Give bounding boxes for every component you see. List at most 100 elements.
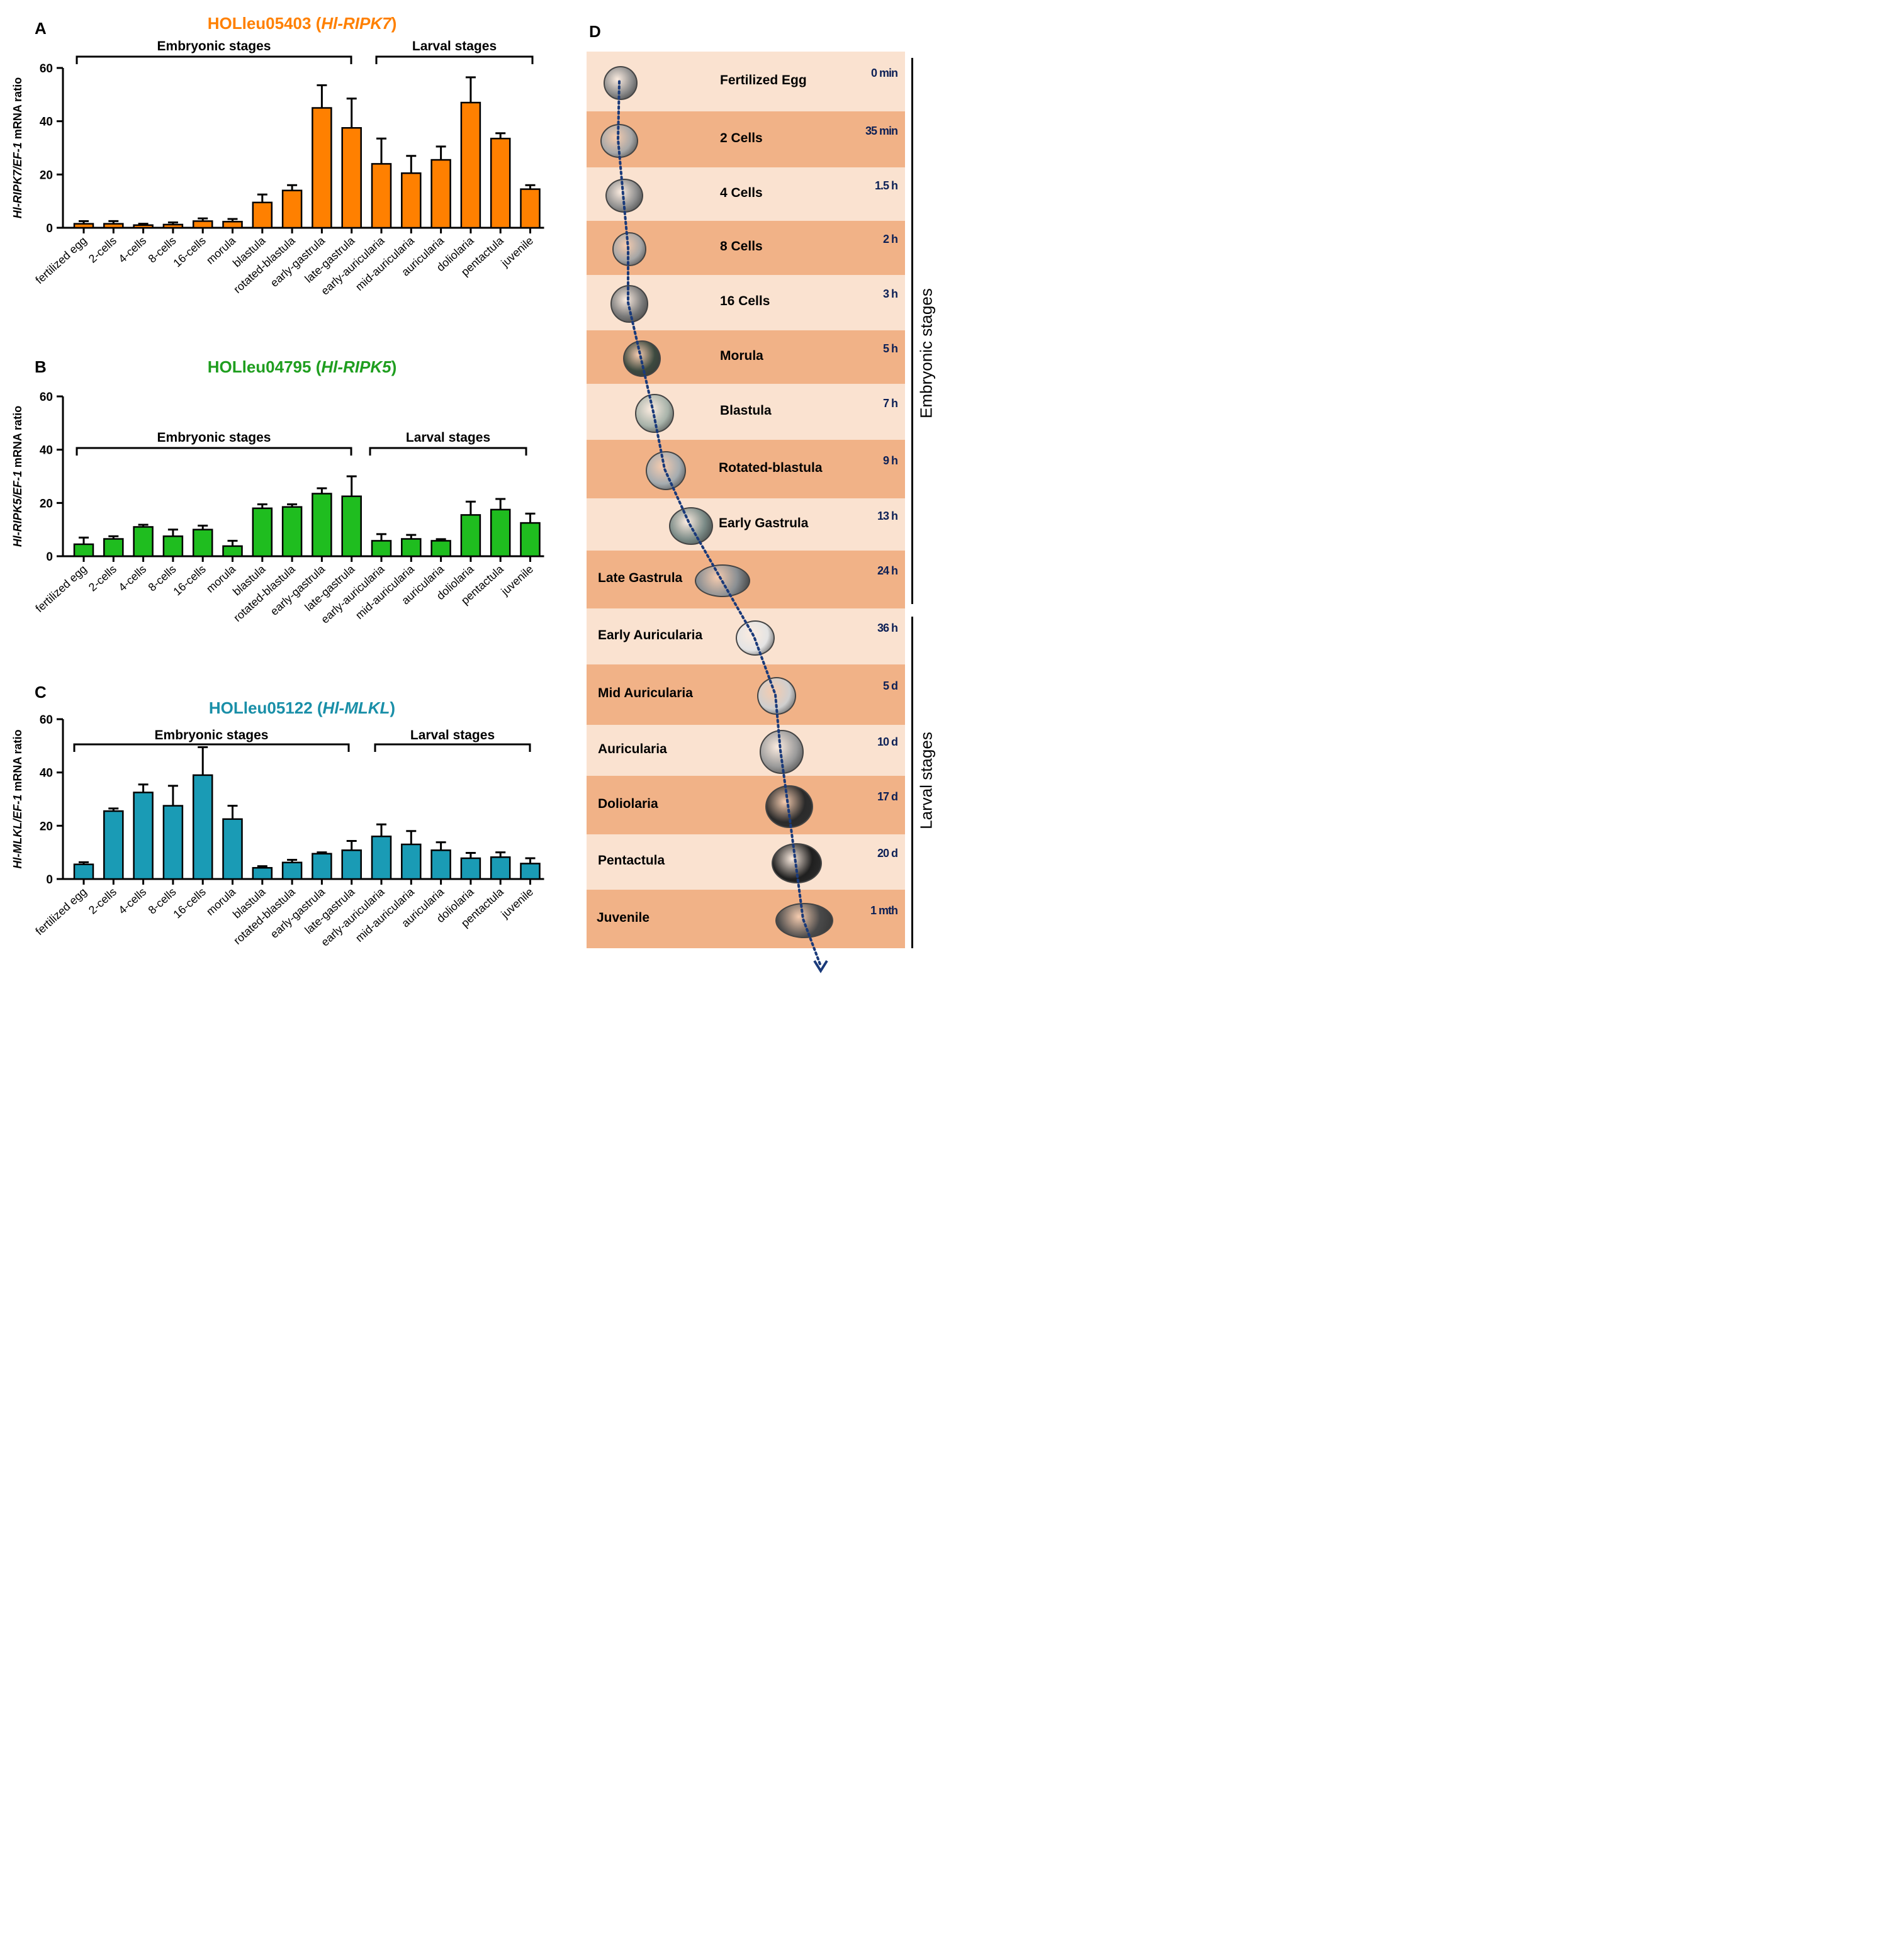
stage-name: 8 Cells bbox=[720, 239, 763, 254]
chart-b-x-tick-label: 4-cells bbox=[116, 563, 149, 594]
stage-row: 2 Cells 35 min bbox=[587, 111, 905, 167]
chart-b: 0 20 40 60 Hl-RIPK5/EF-1 mRNA ratio fertilize… bbox=[11, 391, 544, 626]
stage-row: 8 Cells 2 h bbox=[587, 221, 905, 275]
stage-time: 9 h bbox=[882, 454, 898, 467]
chart-c-bar bbox=[341, 849, 362, 880]
chart-b-bar bbox=[192, 529, 213, 557]
stage-name: Juvenile bbox=[597, 910, 650, 925]
timeline-dotted-path bbox=[616, 80, 828, 973]
stage-time: 10 d bbox=[877, 735, 898, 748]
stage-name: Early Gastrula bbox=[719, 515, 809, 530]
chart-a-larval-label: Larval stages bbox=[412, 39, 497, 53]
stage-name: Morula bbox=[720, 348, 763, 363]
chart-b-y-tick-label: 40 bbox=[40, 444, 53, 457]
chart-c-bar bbox=[371, 836, 392, 880]
chart-a-bar bbox=[490, 137, 511, 229]
panel-letter-c: C bbox=[35, 683, 47, 702]
chart-b-bar bbox=[520, 522, 541, 557]
chart-b-bar bbox=[281, 506, 303, 557]
chart-c-bar bbox=[103, 810, 124, 880]
chart-a-bar bbox=[341, 127, 362, 229]
chart-c-y-label-gene: Hl-MLKL/EF-1 bbox=[11, 795, 24, 869]
dotted-path-line bbox=[616, 80, 822, 967]
chart-a-bar bbox=[520, 188, 541, 229]
chart-a-bar bbox=[430, 159, 451, 229]
chart-a-y-label: Hl-RIPK7/EF-1 mRNA ratio bbox=[11, 77, 24, 218]
stage-name: Blastula bbox=[720, 403, 772, 418]
stage-row: Early Auricularia 36 h bbox=[587, 608, 905, 664]
embryo-image bbox=[775, 902, 833, 938]
stage-row: Blastula 7 h bbox=[587, 384, 905, 440]
chart-b-bar bbox=[73, 543, 94, 557]
chart-c-larval-label: Larval stages bbox=[410, 728, 495, 742]
chart-a: 0 20 40 60 Hl-RIPK7/EF-1 mRNA ratio fertilize… bbox=[11, 39, 544, 298]
chart-c-bar bbox=[281, 861, 303, 880]
embryo-image bbox=[612, 232, 646, 266]
chart-c-bar bbox=[252, 866, 273, 880]
chart-a-y-label-rest: mRNA ratio bbox=[11, 77, 24, 142]
chart-b-bar bbox=[371, 540, 392, 557]
chart-c-bar bbox=[162, 805, 184, 880]
stage-time: 5 h bbox=[882, 342, 898, 355]
chart-a-y-tick-label: 20 bbox=[40, 169, 53, 182]
panel-letter-b: B bbox=[35, 357, 47, 376]
chart-b-y-tick-label: 60 bbox=[40, 391, 53, 404]
chart-b-bar bbox=[460, 514, 481, 557]
chart-a-title: HOLleu05403 (Hl-RIPK7) bbox=[57, 14, 548, 33]
chart-a-y-label-gene: Hl-RIPK7/EF-1 bbox=[11, 142, 24, 218]
chart-c-bar bbox=[401, 843, 422, 880]
chart-c-x-tick-label: 2-cells bbox=[86, 885, 119, 917]
panel-letter-a: A bbox=[35, 19, 47, 38]
chart-b-title-gene: HOLleu04795 ( bbox=[207, 357, 322, 376]
chart-b-bar bbox=[222, 545, 243, 557]
embryonic-stages-bracket bbox=[911, 58, 913, 604]
chart-c-y-tick-label: 60 bbox=[40, 714, 53, 727]
chart-a-title-symbol: Hl-RIPK7 bbox=[321, 14, 391, 33]
chart-c: 0 20 40 60 Hl-MLKL/EF-1 mRNA ratio fertilized… bbox=[11, 714, 544, 949]
stage-row: Early Gastrula 13 h bbox=[587, 498, 905, 551]
chart-b-y-label: Hl-RIPK5/EF-1 mRNA ratio bbox=[11, 406, 24, 547]
stage-name: Pentactula bbox=[598, 853, 665, 868]
chart-a-bar bbox=[312, 107, 332, 229]
chart-a-bar bbox=[460, 101, 481, 229]
chart-b-bar bbox=[312, 493, 332, 557]
chart-a-bar bbox=[73, 223, 94, 229]
stage-name: Mid Auricularia bbox=[598, 686, 693, 700]
chart-c-bar bbox=[312, 853, 332, 880]
stage-time: 17 d bbox=[877, 790, 898, 803]
stage-time: 36 h bbox=[877, 621, 898, 634]
chart-c-bar bbox=[430, 849, 451, 880]
stage-row: Juvenile 1 mth bbox=[587, 890, 905, 948]
chart-c-bar bbox=[133, 792, 154, 880]
chart-a-title-gene: HOLleu05403 ( bbox=[207, 14, 322, 33]
stage-row: Auricularia 10 d bbox=[587, 725, 905, 776]
chart-b-bar bbox=[341, 495, 362, 557]
chart-b-bar bbox=[133, 526, 154, 557]
stage-time: 20 d bbox=[877, 847, 898, 860]
stage-time: 0 min bbox=[870, 66, 898, 79]
chart-b-bar bbox=[401, 538, 422, 557]
chart-b-title: HOLleu04795 (Hl-RIPK5) bbox=[57, 357, 548, 377]
chart-c-title-close: ) bbox=[390, 698, 396, 717]
embryo-image bbox=[604, 65, 638, 100]
chart-c-y-tick-label: 20 bbox=[40, 820, 53, 833]
stage-row: 4 Cells 1.5 h bbox=[587, 167, 905, 221]
chart-b-x-tick-label: 2-cells bbox=[86, 563, 119, 594]
stage-name: Late Gastrula bbox=[598, 571, 683, 585]
stage-time: 13 h bbox=[877, 509, 898, 522]
stage-row: 16 Cells 3 h bbox=[587, 275, 905, 330]
chart-a-bar bbox=[252, 201, 273, 229]
chart-c-y-label: Hl-MLKL/EF-1 mRNA ratio bbox=[11, 729, 24, 868]
chart-a-x-tick-label: juvenile bbox=[498, 234, 536, 269]
chart-c-title-gene: HOLleu05122 ( bbox=[208, 698, 323, 717]
chart-b-x-tick-label: fertilized egg bbox=[33, 563, 89, 615]
stage-time: 5 d bbox=[882, 680, 898, 692]
chart-c-y-tick-label: 40 bbox=[40, 767, 53, 780]
chart-a-x-tick-label: 2-cells bbox=[86, 234, 119, 266]
panel-letter-d: D bbox=[589, 22, 601, 41]
embryo-image bbox=[736, 620, 775, 656]
chart-a-bar bbox=[162, 223, 184, 229]
stage-name: Rotated-blastula bbox=[719, 460, 823, 475]
chart-c-bar bbox=[460, 857, 481, 880]
chart-b-y-tick-label: 0 bbox=[46, 551, 53, 564]
